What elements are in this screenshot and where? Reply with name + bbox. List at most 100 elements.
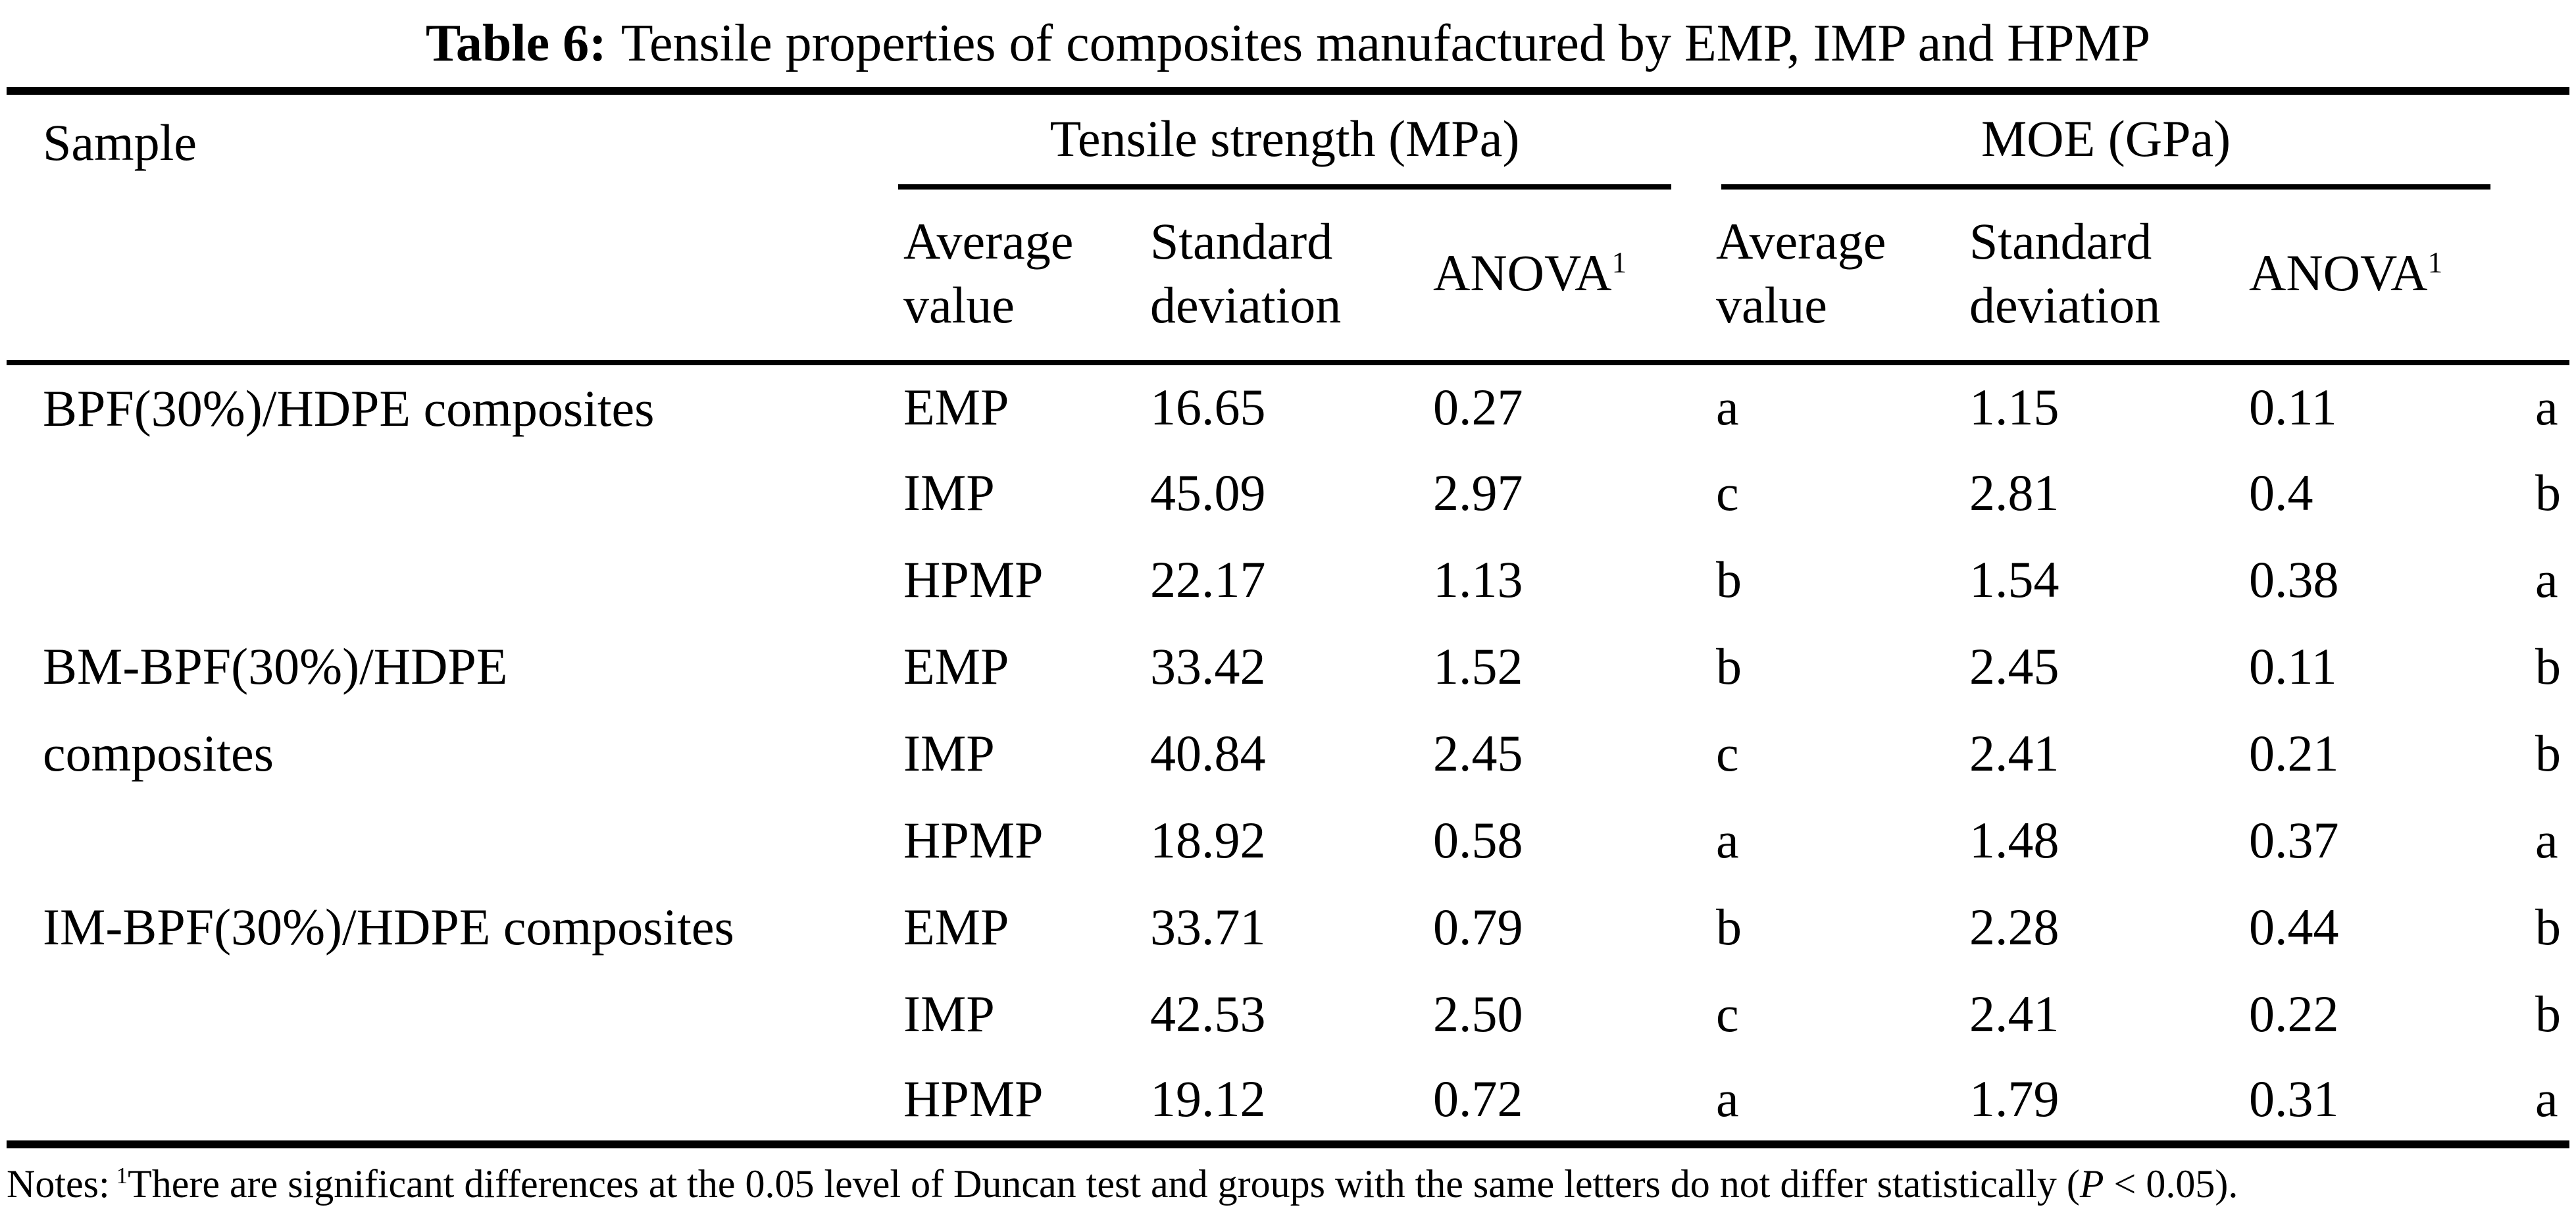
cell-method: IMP: [903, 464, 995, 521]
cell-sample: BPF(30%)/HDPE composites: [43, 380, 655, 437]
cell-tensile-sd: 1.13: [1433, 551, 1523, 608]
col-header-tensile-average-value: Average value: [903, 212, 1074, 334]
col-group-tensile-strength: Tensile strength (MPa): [898, 91, 1711, 190]
cell-tensile-average: 18.92: [1150, 811, 1266, 869]
cell-tensile-average: 22.17: [1150, 551, 1266, 608]
cell-tensile-average: 16.65: [1150, 378, 1266, 436]
table-row: BPF(30%)/HDPE composites EMP 16.65 0.27 …: [7, 363, 2569, 449]
cell-tensile-sd: 2.50: [1433, 985, 1523, 1042]
cell-moe-sd: 0.37: [2249, 811, 2339, 869]
cell-moe-sd: 0.11: [2249, 638, 2337, 695]
cell-moe-anova: a: [2535, 1070, 2558, 1127]
footnote-marker: 1: [116, 1163, 128, 1188]
tensile-group-label-underline: Tensile strength (MPa): [898, 109, 1672, 190]
col-header-moe-average-value: Average value: [1716, 212, 1886, 334]
cell-tensile-average: 45.09: [1150, 464, 1266, 521]
moe-anova-label: ANOVA: [2249, 244, 2428, 302]
cell-tensile-anova: b: [1716, 638, 1742, 695]
cell-sample: IM-BPF(30%)/HDPE composites: [43, 898, 734, 956]
cell-tensile-sd: 1.52: [1433, 638, 1523, 695]
sub-header-row: Average value Standard deviation ANOVA1 …: [7, 190, 2569, 363]
cell-tensile-anova: a: [1716, 811, 1739, 869]
cell-moe-anova: a: [2535, 811, 2558, 869]
cell-moe-average: 1.79: [1969, 1070, 2059, 1127]
cell-moe-anova: b: [2535, 464, 2562, 521]
cell-tensile-anova: c: [1716, 464, 1739, 521]
table-body: BPF(30%)/HDPE composites EMP 16.65 0.27 …: [7, 363, 2569, 1144]
cell-tensile-sd: 0.58: [1433, 811, 1523, 869]
group-header-row: Sample Tensile strength (MPa) MOE (GPa): [7, 91, 2569, 190]
cell-moe-sd: 0.38: [2249, 551, 2339, 608]
table-footnote: Notes: 1There are significant differences…: [7, 1159, 2576, 1209]
cell-tensile-sd: 2.97: [1433, 464, 1523, 521]
footnote-prefix: Notes:: [7, 1162, 110, 1206]
table-row: BM-BPF(30%)/HDPE composites EMP 33.42 1.…: [7, 623, 2569, 782]
cell-moe-anova: b: [2535, 725, 2562, 782]
cell-tensile-anova: c: [1716, 985, 1739, 1042]
cell-moe-average: 2.41: [1969, 985, 2059, 1042]
footnote-p-symbol: P: [2079, 1162, 2104, 1206]
cell-method: EMP: [903, 898, 1009, 956]
cell-moe-sd: 0.11: [2249, 378, 2337, 436]
table-row: IMP 45.09 2.97 c 2.81 0.4 b: [7, 449, 2569, 536]
tensile-anova-footnote-marker: 1: [1611, 246, 1627, 280]
cell-moe-average: 2.45: [1969, 638, 2059, 695]
footnote-text-after-p: < 0.05).: [2104, 1162, 2238, 1206]
table-row: HPMP 19.12 0.72 a 1.79 0.31 a: [7, 1058, 2569, 1144]
cell-method: IMP: [903, 725, 995, 782]
cell-moe-sd: 0.22: [2249, 985, 2339, 1042]
cell-tensile-sd: 2.45: [1433, 725, 1523, 782]
cell-method: EMP: [903, 378, 1009, 436]
cell-moe-anova: b: [2535, 985, 2562, 1042]
cell-moe-sd: 0.31: [2249, 1070, 2339, 1127]
cell-tensile-average: 19.12: [1150, 1070, 1266, 1127]
cell-tensile-average: 33.42: [1150, 638, 1266, 695]
cell-moe-average: 2.41: [1969, 725, 2059, 782]
col-header-empty: [2530, 91, 2569, 363]
cell-moe-average: 1.54: [1969, 551, 2059, 608]
cell-tensile-anova: c: [1716, 725, 1739, 782]
col-header-sample: Sample: [43, 114, 197, 171]
moe-anova-footnote-marker: 1: [2427, 246, 2443, 280]
col-header-tensile-standard-deviation: Standard deviation: [1150, 212, 1342, 334]
cell-moe-average: 2.81: [1969, 464, 2059, 521]
col-header-moe-anova: ANOVA1: [2244, 190, 2530, 363]
cell-method: EMP: [903, 638, 1009, 695]
tensile-group-label: Tensile strength (MPa): [1049, 110, 1520, 167]
footnote-text-before-p: There are significant differences at the…: [128, 1162, 2080, 1206]
cell-moe-anova: a: [2535, 378, 2558, 436]
cell-moe-sd: 0.21: [2249, 725, 2339, 782]
cell-tensile-anova: a: [1716, 1070, 1739, 1127]
cell-moe-anova: b: [2535, 898, 2562, 956]
cell-sample: BM-BPF(30%)/HDPE composites: [43, 638, 508, 782]
col-header-moe-standard-deviation: Standard deviation: [1969, 212, 2161, 334]
tensile-anova-label: ANOVA: [1433, 244, 1612, 302]
cell-moe-anova: a: [2535, 551, 2558, 608]
cell-moe-average: 2.28: [1969, 898, 2059, 956]
cell-tensile-anova: b: [1716, 898, 1742, 956]
cell-moe-average: 1.15: [1969, 378, 2059, 436]
cell-tensile-average: 42.53: [1150, 985, 1266, 1042]
table-row: HPMP 18.92 0.58 a 1.48 0.37 a: [7, 797, 2569, 884]
moe-group-label-underline: MOE (GPa): [1721, 109, 2491, 190]
cell-tensile-average: 33.71: [1150, 898, 1266, 956]
cell-tensile-sd: 0.27: [1433, 378, 1523, 436]
table-caption-label: Table 6:: [425, 14, 607, 72]
table-row: IMP 40.84 2.45 c 2.41 0.21 b: [7, 710, 2569, 797]
cell-method: HPMP: [903, 1070, 1044, 1127]
cell-tensile-anova: b: [1716, 551, 1742, 608]
cell-method: IMP: [903, 985, 995, 1042]
cell-tensile-average: 40.84: [1150, 725, 1266, 782]
tensile-properties-table: Sample Tensile strength (MPa) MOE (GPa) …: [7, 87, 2570, 1148]
cell-moe-average: 1.48: [1969, 811, 2059, 869]
cell-method: HPMP: [903, 811, 1044, 869]
col-header-tensile-anova: ANOVA1: [1428, 190, 1711, 363]
moe-group-label: MOE (GPa): [1981, 110, 2231, 167]
table-row: IM-BPF(30%)/HDPE composites EMP 33.71 0.…: [7, 884, 2569, 971]
cell-tensile-anova: a: [1716, 378, 1739, 436]
table-header: Sample Tensile strength (MPa) MOE (GPa) …: [7, 91, 2570, 363]
table-row: HPMP 22.17 1.13 b 1.54 0.38 a: [7, 536, 2569, 623]
cell-moe-anova: b: [2535, 638, 2562, 695]
cell-tensile-sd: 0.79: [1433, 898, 1523, 956]
